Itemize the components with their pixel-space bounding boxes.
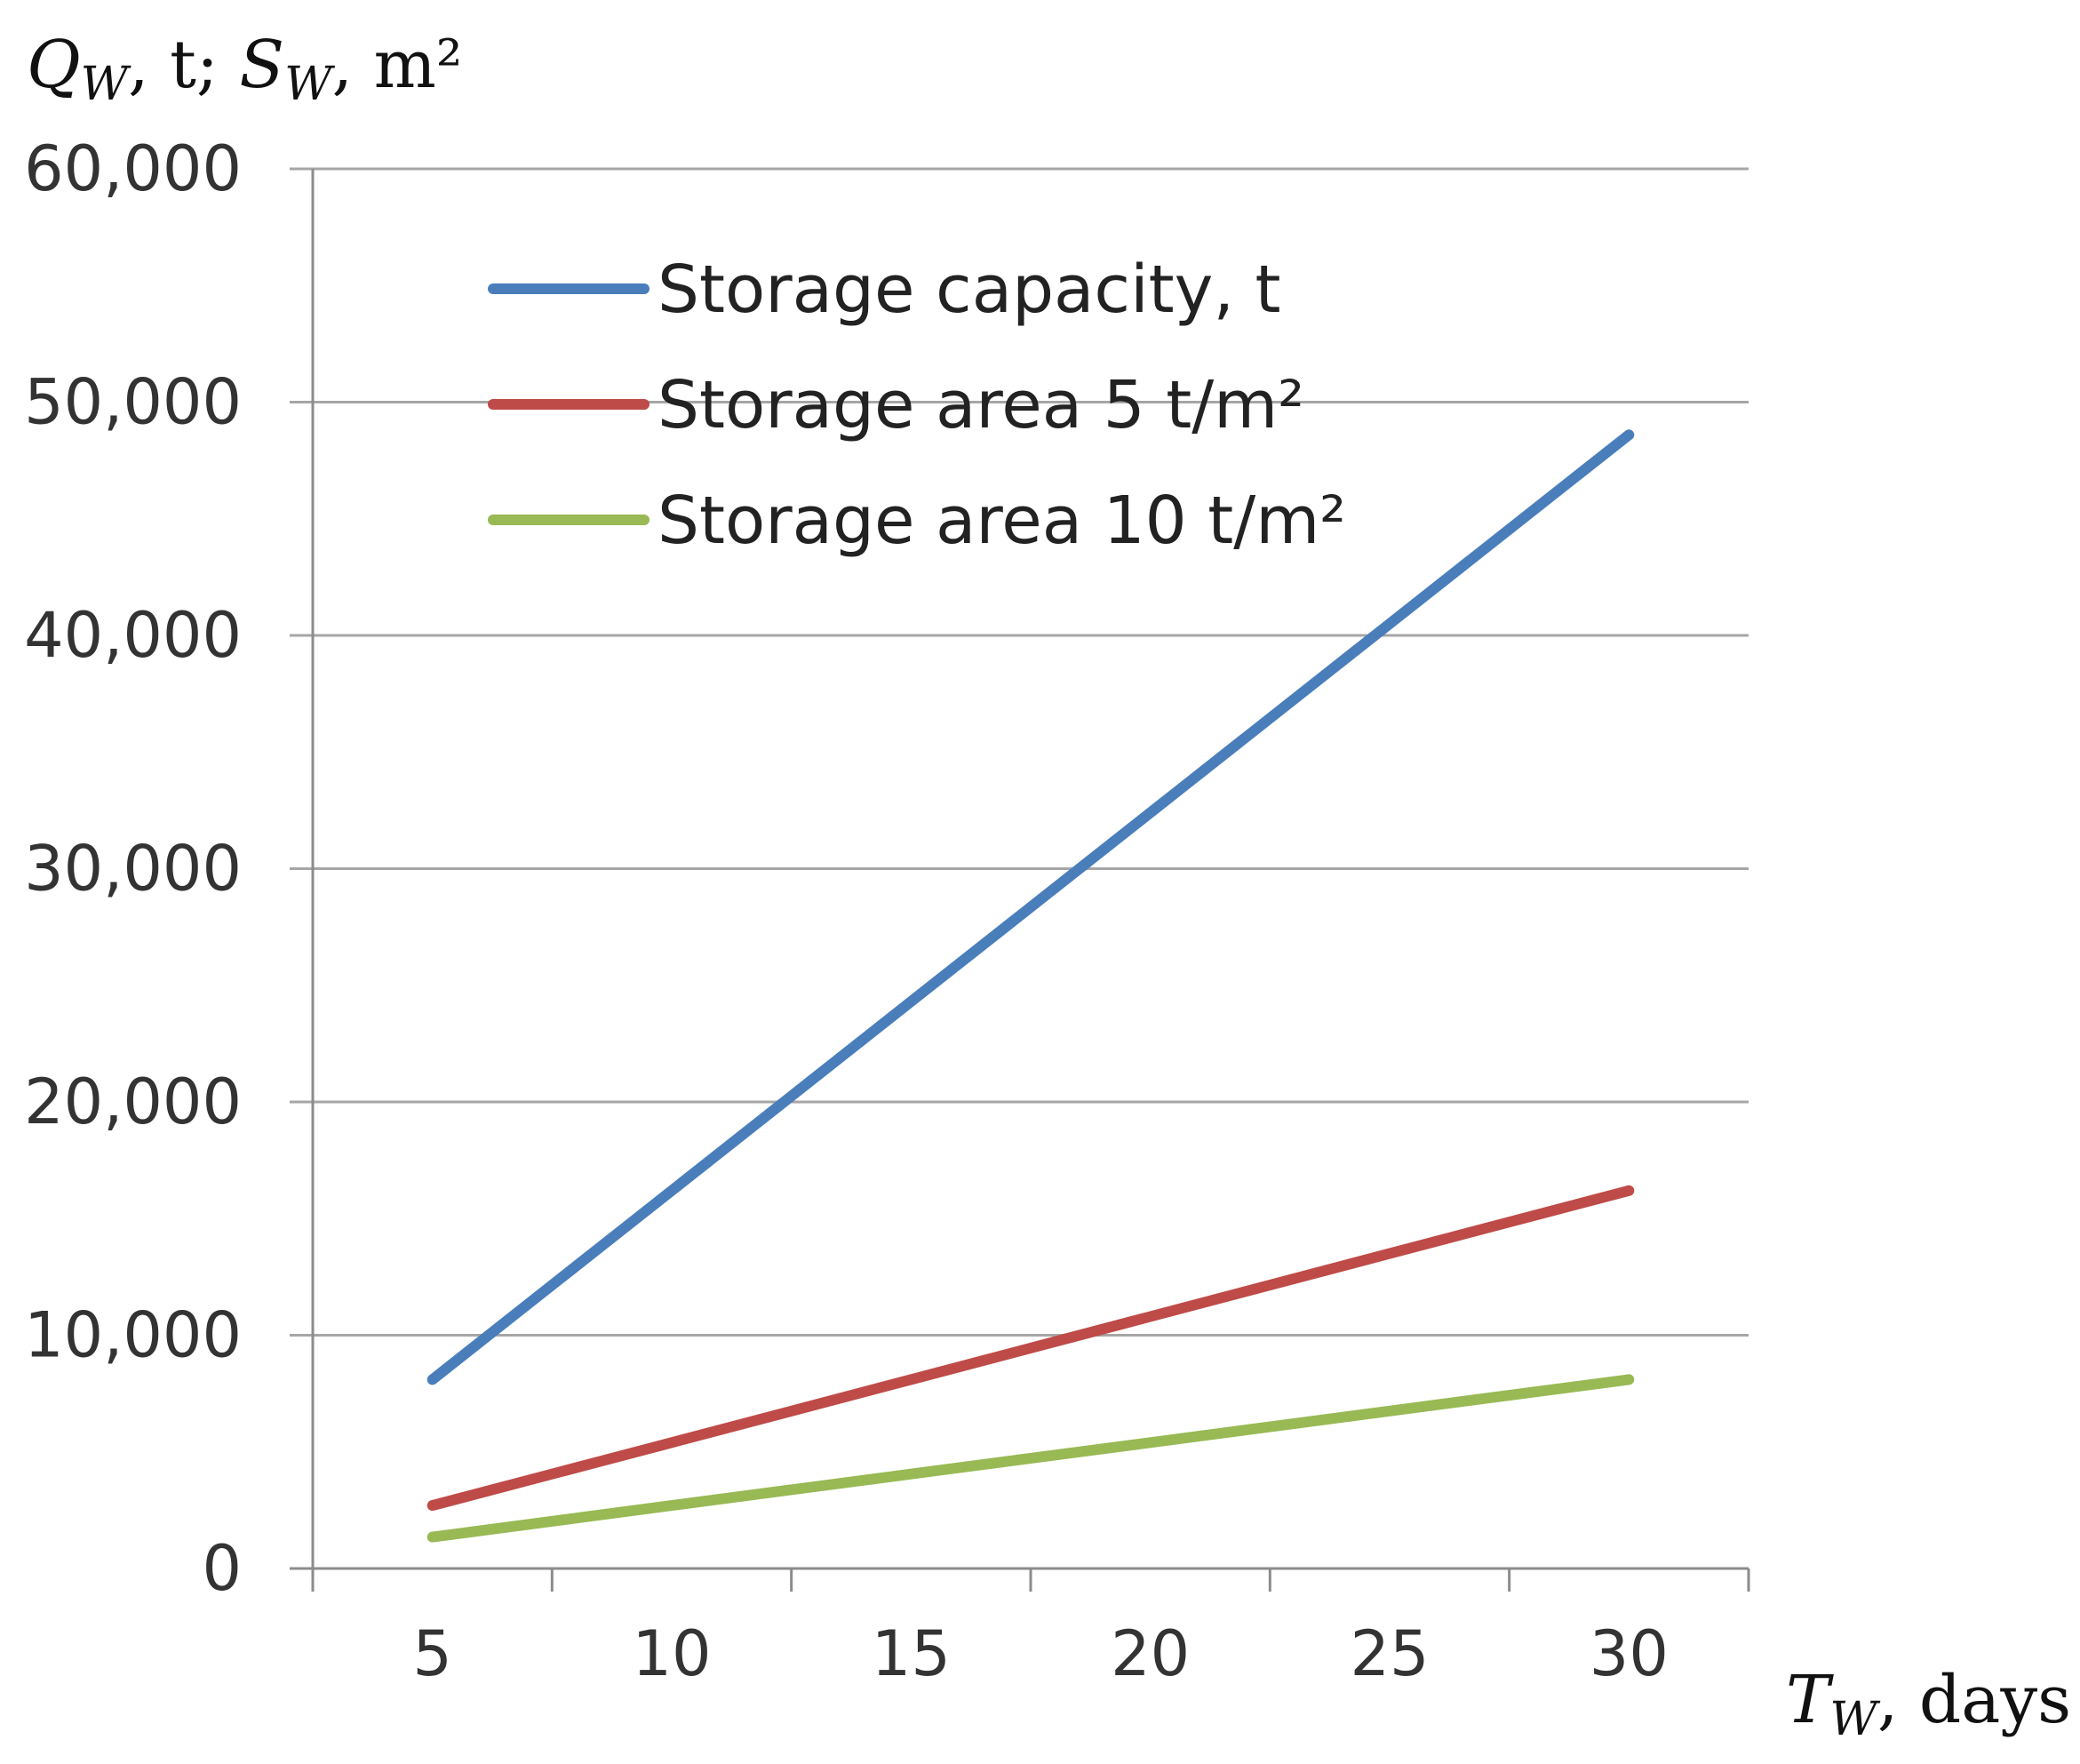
x-tick-label: 10 — [632, 1617, 711, 1690]
gridlines — [290, 167, 1749, 1337]
series-line-3 — [426, 1374, 1635, 1543]
y-axis-title: QW, t; SW, m² — [27, 27, 462, 111]
y-tick-label: 40,000 — [24, 599, 242, 672]
y-title-q-symbol: Q — [27, 27, 81, 103]
y-tick-labels: 0 10,000 20,000 30,000 40,000 50,000 60,000 — [24, 132, 242, 1605]
x-tick-labels: 5 10 15 20 25 30 — [412, 1617, 1668, 1690]
x-tick-label: 5 — [412, 1617, 452, 1690]
x-title-t-symbol: T — [1786, 1662, 1834, 1738]
y-title-unit: , m² — [332, 27, 463, 103]
series-line-2 — [426, 1185, 1635, 1512]
y-title-s-symbol: S — [239, 27, 284, 103]
y-title-s-subscript: W — [284, 58, 335, 111]
y-tick-label: 60,000 — [24, 132, 242, 205]
legend-label-2: Storage area 5 t/m² — [657, 367, 1304, 443]
y-title-separator: , t; — [128, 27, 239, 103]
y-tick-label: 0 — [202, 1532, 242, 1605]
x-title-unit: , days — [1877, 1662, 2071, 1738]
series-line-1 — [426, 429, 1635, 1385]
y-tick-label: 30,000 — [24, 833, 242, 906]
y-tick-label: 10,000 — [24, 1299, 242, 1372]
y-tick-label: 20,000 — [24, 1066, 242, 1138]
axes — [290, 169, 1750, 1592]
series-lines — [426, 429, 1635, 1543]
x-tick-label: 20 — [1111, 1617, 1190, 1690]
x-tick-label: 25 — [1350, 1617, 1429, 1690]
x-tick-label: 15 — [872, 1617, 951, 1690]
x-tick-label: 30 — [1590, 1617, 1669, 1690]
x-axis-title: TW, days — [1786, 1662, 2071, 1746]
legend-label-3: Storage area 10 t/m² — [657, 483, 1346, 559]
legend-label-1: Storage capacity, t — [657, 251, 1281, 328]
x-title-t-subscript: W — [1829, 1693, 1880, 1746]
y-title-q-subscript: W — [81, 58, 131, 111]
y-tick-label: 50,000 — [24, 366, 242, 439]
legend: Storage capacity, t Storage area 5 t/m² St… — [488, 251, 1346, 559]
